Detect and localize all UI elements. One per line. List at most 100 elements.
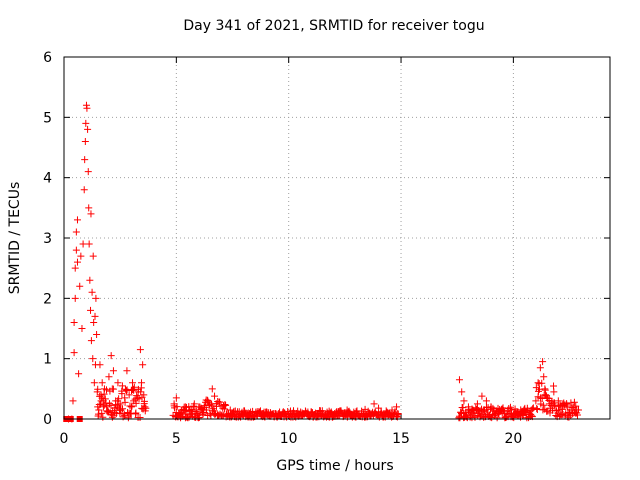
data-point (124, 414, 132, 422)
data-point (244, 409, 252, 417)
data-point (89, 252, 97, 260)
data-point (129, 379, 137, 387)
data-point (99, 397, 107, 405)
data-point (500, 409, 508, 417)
data-point (94, 403, 102, 411)
x-tick-label: 10 (280, 431, 298, 447)
data-point (459, 404, 467, 412)
data-point (545, 400, 553, 408)
data-point (88, 288, 96, 296)
data-point (555, 406, 563, 414)
data-point (78, 325, 86, 332)
data-point (211, 392, 219, 400)
data-points (63, 101, 582, 423)
data-point (70, 349, 78, 357)
x-tick-label: 0 (60, 431, 69, 447)
data-point (72, 246, 80, 254)
data-point (226, 406, 234, 414)
data-point (458, 388, 466, 396)
data-point (370, 400, 378, 408)
data-point (69, 397, 77, 405)
data-point (334, 408, 342, 416)
data-point (221, 401, 229, 409)
data-point (394, 410, 402, 418)
y-axis-label: SRMTID / TECUs (7, 182, 23, 295)
data-point (135, 395, 143, 403)
data-point (208, 385, 216, 393)
data-point (521, 408, 529, 416)
data-point (325, 407, 333, 415)
data-point (87, 337, 95, 345)
data-point (541, 385, 549, 393)
data-point (550, 388, 558, 396)
x-tick-label: 15 (392, 431, 410, 447)
data-point (551, 399, 558, 407)
data-point (207, 411, 215, 419)
data-point (181, 403, 189, 411)
data-point (94, 412, 102, 420)
data-point (80, 186, 88, 194)
data-point (136, 346, 144, 354)
data-point (172, 394, 180, 402)
data-point (572, 402, 580, 410)
data-point (73, 258, 81, 266)
data-point (105, 373, 113, 381)
data-point (136, 413, 144, 421)
data-point (271, 410, 279, 418)
data-point (114, 379, 122, 387)
data-point (554, 409, 562, 417)
data-point (527, 406, 535, 414)
data-point (98, 409, 106, 417)
data-point (130, 397, 138, 405)
data-point (91, 312, 99, 320)
y-tick-label: 3 (43, 231, 52, 247)
data-point (97, 391, 105, 399)
y-tick-label: 4 (43, 171, 52, 187)
data-point (195, 403, 203, 411)
data-point (482, 397, 490, 405)
plot-frame (63, 56, 611, 420)
data-point (71, 264, 79, 272)
data-point (128, 402, 136, 410)
chart-title: Day 341 of 2021, SRMTID for receiver tog… (183, 18, 484, 34)
data-point (72, 228, 80, 236)
y-tick-label: 6 (43, 50, 52, 66)
data-point (87, 306, 95, 314)
data-point (142, 404, 150, 412)
data-point (112, 397, 120, 405)
data-point (121, 385, 129, 393)
data-point (89, 355, 97, 363)
data-point (134, 394, 142, 402)
data-point (568, 406, 576, 414)
y-tick-label: 2 (43, 291, 52, 307)
data-point (118, 405, 126, 413)
data-point (90, 379, 98, 387)
data-point (87, 210, 95, 218)
data-point (71, 294, 79, 302)
data-point (307, 408, 315, 416)
data-point (534, 379, 542, 387)
data-point (98, 379, 106, 387)
data-point (220, 402, 228, 410)
grid (64, 57, 610, 419)
data-point (73, 216, 81, 224)
data-point (262, 409, 270, 417)
data-point (203, 406, 211, 414)
data-point (109, 367, 117, 375)
data-point (75, 370, 83, 378)
data-point (539, 401, 547, 409)
data-point (85, 204, 93, 212)
data-point (536, 364, 544, 372)
data-point (184, 414, 192, 422)
data-point (514, 409, 522, 417)
data-point (361, 405, 369, 413)
data-point (93, 388, 101, 396)
data-point (79, 240, 87, 248)
data-point (100, 385, 108, 393)
data-point (199, 409, 207, 417)
data-point (140, 391, 148, 399)
data-point (77, 252, 85, 260)
data-point (298, 409, 306, 417)
data-point (138, 379, 146, 387)
data-point (528, 412, 536, 420)
